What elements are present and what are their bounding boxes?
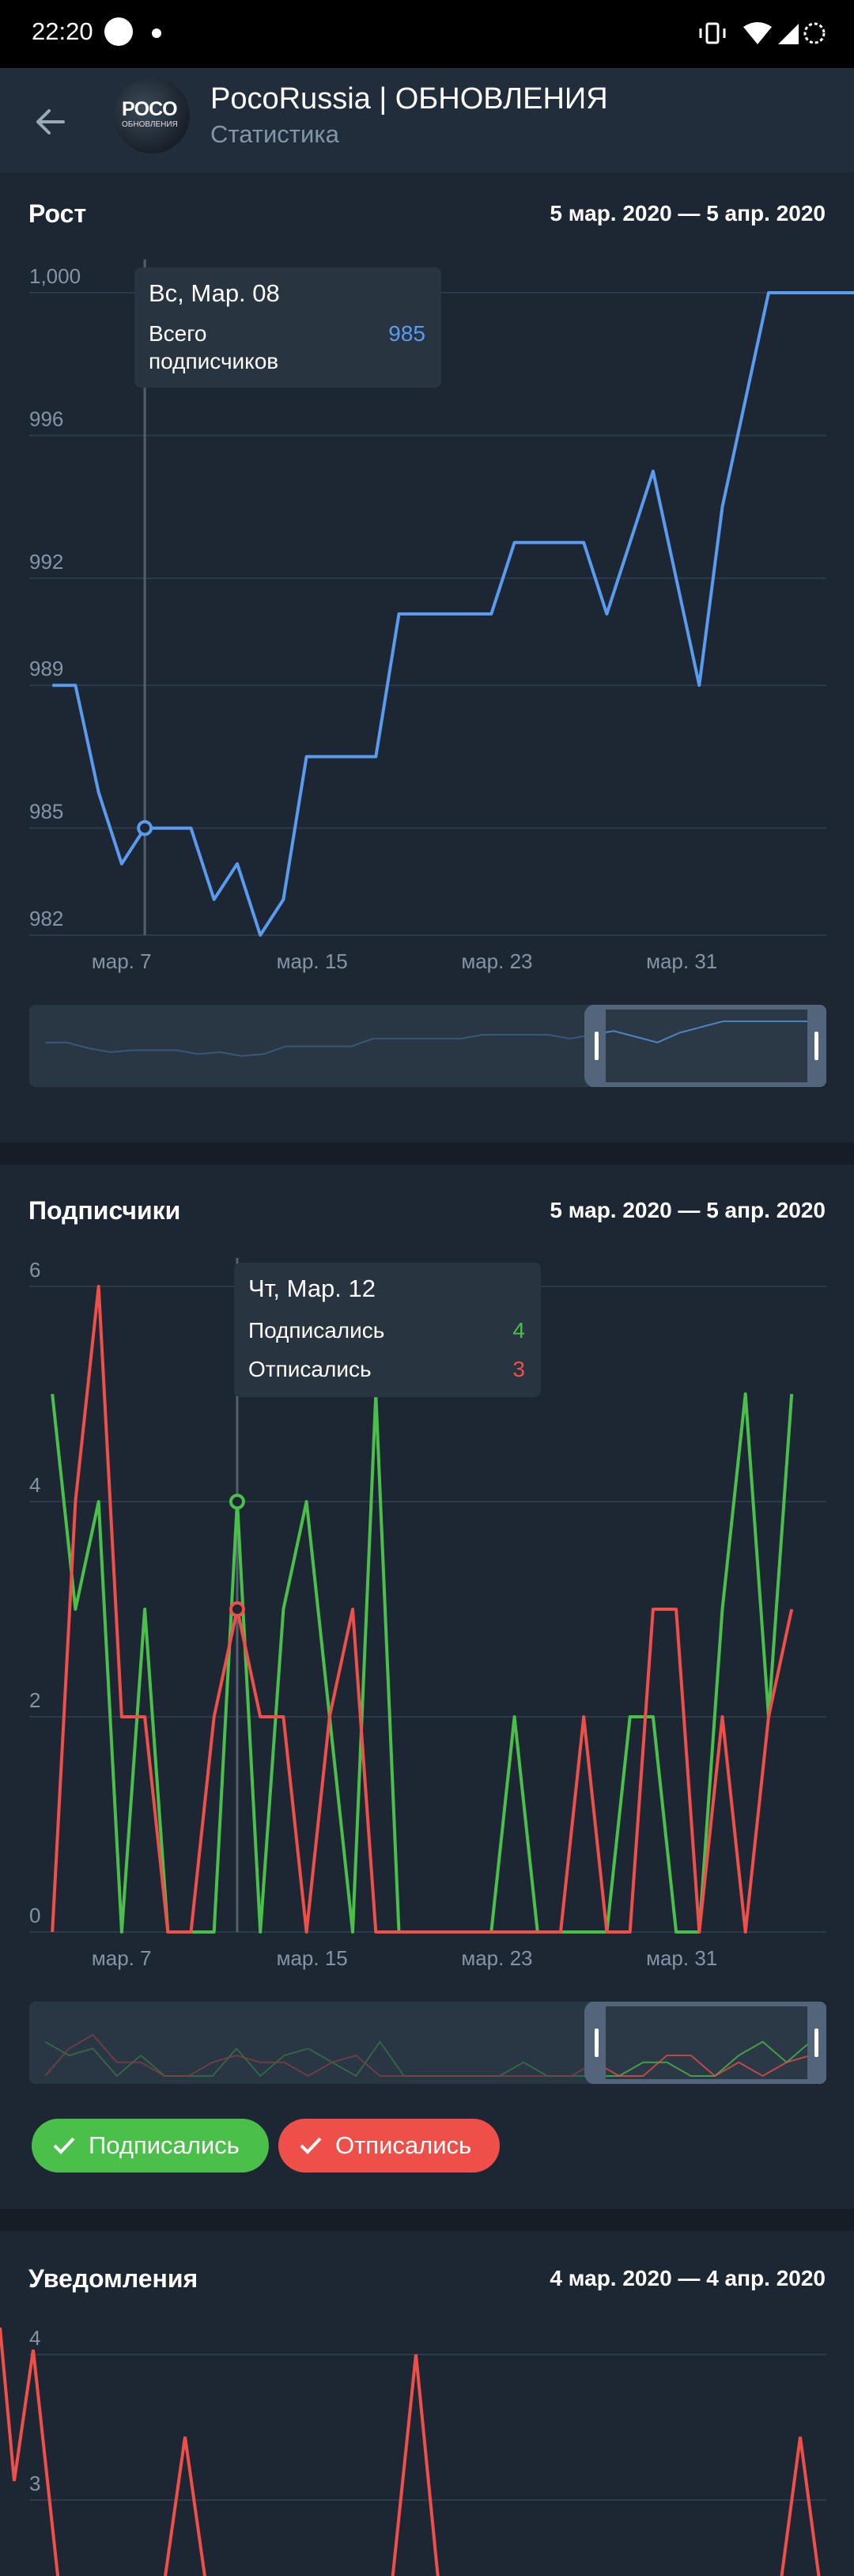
subscribers-chart[interactable]: 0 2 4 6 Чт, Мар. 12 Подписались 4 Отписались 3 ма… (0, 1234, 854, 2104)
highlight-point (229, 1494, 245, 1510)
check-icon (300, 2137, 322, 2154)
notifications-card (0, 2231, 854, 2576)
tooltip-date: Чт, Мар. 12 (248, 1275, 376, 1302)
y-tick-label: 982 (29, 907, 63, 930)
notifications-series-line (0, 2327, 60, 2576)
telegram-icon (104, 17, 133, 46)
navigator-dimmed-area (29, 1005, 587, 1087)
y-tick-label: 6 (29, 1258, 40, 1282)
growth-date-range: 5 мар. 2020 — 5 апр. 2020 (550, 201, 826, 225)
growth-title: Рост (28, 199, 87, 228)
tooltip-date: Вс, Мар. 08 (149, 279, 280, 307)
tooltip-value: 985 (388, 321, 425, 346)
avatar-logo-subtext: ОБНОВЛЕНИЯ (122, 120, 178, 129)
growth-tooltip: Вс, Мар. 08 Всего подписчиков 985 (134, 267, 441, 388)
x-tick-label: мар. 7 (92, 1946, 152, 1970)
navigator-handle-grip (595, 1032, 599, 1060)
tooltip-label: Отписались (248, 1357, 372, 1381)
y-tick-label: 4 (29, 1473, 40, 1497)
tooltip-label: Подписались (248, 1318, 384, 1343)
avatar-logo-text: POCO (122, 98, 178, 120)
subscribers-navigator[interactable] (0, 1998, 854, 2087)
y-tick-label: 2 (29, 1688, 40, 1712)
tooltip-value: 4 (512, 1318, 525, 1343)
navigator-handle-grip (814, 2029, 818, 2057)
tooltip-value: 3 (512, 1357, 525, 1381)
tooltip-label: Всего (149, 321, 206, 346)
x-tick-label: мар. 15 (277, 1946, 348, 1970)
unsubscribed-series-line (51, 1285, 794, 1934)
navigator-dimmed-area (29, 2002, 587, 2084)
growth-chart[interactable]: 982 985 989 992 996 1,000 Вс, Мар. 08 Всего подп… (0, 237, 854, 981)
y-tick-label: 1,000 (29, 264, 81, 288)
highlight-point (229, 1601, 245, 1617)
tooltip-background (234, 1263, 541, 1397)
status-icons (699, 22, 826, 44)
section-divider (0, 1142, 854, 1165)
notifications-date-range: 4 мар. 2020 — 4 апр. 2020 (550, 2266, 826, 2290)
growth-series-line (52, 291, 854, 937)
section-divider (0, 2209, 854, 2231)
x-tick-label: мар. 15 (277, 949, 348, 973)
x-tick-label: мар. 7 (92, 949, 152, 973)
navigator-handle-grip (814, 1032, 818, 1060)
app-header: POCO ОБНОВЛЕНИЯ PocoRussia | ОБНОВЛЕНИЯ … (0, 68, 854, 172)
notifications-chart[interactable]: 34 (0, 2310, 854, 2576)
subscribers-tooltip: Чт, Мар. 12 Подписались 4 Отписались 3 (234, 1263, 541, 1397)
toggle-unsubscribed[interactable]: Отписались (278, 2119, 500, 2173)
vibrate-icon (699, 22, 726, 44)
y-tick-label: 0 (29, 1904, 40, 1927)
battery-saver-icon (803, 22, 826, 44)
channel-title: PocoRussia | ОБНОВЛЕНИЯ (210, 82, 608, 116)
back-arrow-icon[interactable] (28, 100, 73, 144)
navigator-handle-grip (595, 2029, 599, 2057)
channel-avatar[interactable]: POCO ОБНОВЛЕНИЯ (114, 78, 190, 153)
y-tick-label: 3 (29, 2472, 40, 2495)
toggle-subscribed-label: Подписались (89, 2131, 240, 2159)
x-tick-label: мар. 31 (646, 1946, 717, 1970)
tooltip-label: подписчиков (149, 349, 278, 373)
wifi-icon (743, 22, 772, 44)
status-time: 22:20 (32, 17, 93, 45)
highlight-point (137, 820, 153, 836)
y-tick-label: 985 (29, 800, 63, 824)
page-subtitle: Статистика (210, 120, 339, 148)
x-tick-label: мар. 23 (461, 1946, 532, 1970)
toggle-subscribed[interactable]: Подписались (32, 2119, 269, 2173)
signal-icon (778, 24, 799, 44)
subscribers-date-range: 5 мар. 2020 — 5 апр. 2020 (550, 1198, 826, 1222)
notifications-series-line (164, 2436, 206, 2576)
tooltip-background (134, 267, 441, 388)
x-tick-label: мар. 23 (461, 949, 532, 973)
y-tick-label: 996 (29, 407, 63, 430)
notifications-series-line (780, 2436, 821, 2576)
check-icon (53, 2137, 75, 2154)
x-tick-label: мар. 31 (646, 949, 717, 973)
notification-dot-icon (152, 28, 161, 38)
growth-navigator[interactable] (0, 1002, 854, 1090)
y-tick-label: 989 (29, 657, 63, 680)
y-tick-label: 992 (29, 550, 63, 574)
notifications-series-line (391, 2354, 440, 2576)
subscribers-title: Подписчики (28, 1196, 181, 1225)
y-tick-label: 4 (29, 2326, 40, 2350)
toggle-unsubscribed-label: Отписались (335, 2131, 472, 2159)
status-bar: 22:20 (0, 0, 854, 68)
notifications-title: Уведомления (28, 2264, 198, 2293)
